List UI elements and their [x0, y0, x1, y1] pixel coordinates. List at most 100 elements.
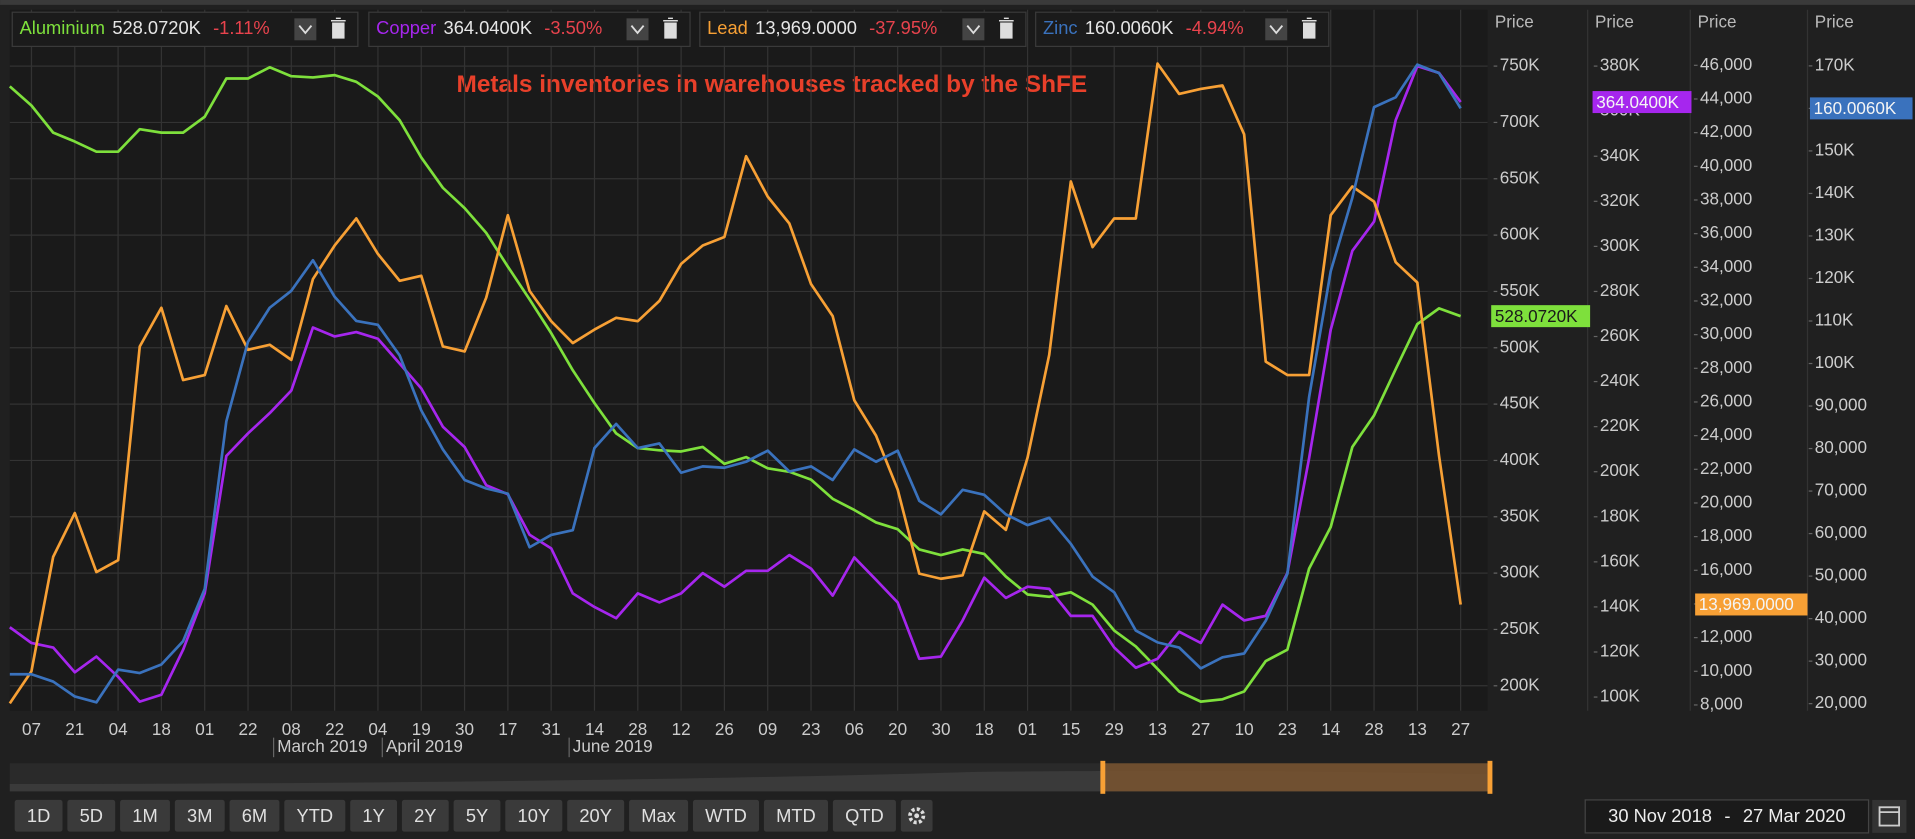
- top-bar: [0, 0, 1915, 5]
- y-tick-label: 200K: [1500, 675, 1540, 694]
- x-tick-label: 14: [1321, 720, 1340, 739]
- y-axis-title: Price: [1815, 13, 1854, 32]
- range-button-bg: [174, 799, 225, 832]
- range-button-label: 1M: [132, 805, 157, 826]
- last-value-label: 528.0720K: [1495, 307, 1578, 326]
- x-tick-label: 04: [368, 720, 387, 739]
- range-button-label: 3M: [187, 805, 212, 826]
- y-tick-label: 110K: [1815, 311, 1854, 330]
- y-tick-label: 22,000: [1700, 459, 1752, 478]
- range-button-label: 5Y: [466, 805, 488, 826]
- y-tick-label: 170K: [1815, 55, 1855, 74]
- range-button[interactable]: MTD: [763, 799, 828, 832]
- x-tick-label: 23: [802, 720, 821, 739]
- range-button[interactable]: 1D: [14, 799, 63, 832]
- y-tick-label: 550K: [1500, 281, 1540, 300]
- y-tick-label: 50,000: [1815, 566, 1867, 585]
- legend-change: -1.11%: [213, 17, 270, 38]
- navigator-selection[interactable]: [1102, 763, 1490, 792]
- range-button[interactable]: Max: [629, 799, 689, 832]
- x-tick-label: 28: [628, 720, 647, 739]
- x-tick-label: 04: [109, 720, 128, 739]
- y-tick-label: 24,000: [1700, 425, 1752, 444]
- y-tick-label: 300K: [1600, 236, 1640, 255]
- x-tick-label: 26: [715, 720, 734, 739]
- range-button-bg: [832, 799, 896, 832]
- x-tick-label: 01: [195, 720, 214, 739]
- legend-change: -37.95%: [869, 17, 937, 38]
- range-button-bg: [505, 799, 563, 832]
- x-tick-label: 17: [498, 720, 517, 739]
- legend-dropdown[interactable]: [294, 18, 317, 41]
- y-tick-label: 30,000: [1700, 324, 1752, 343]
- y-tick-label: 100K: [1600, 687, 1640, 706]
- range-button[interactable]: 1M: [120, 799, 170, 832]
- last-value-badge: [1491, 305, 1591, 328]
- navigator-handle[interactable]: [1487, 760, 1493, 794]
- range-button[interactable]: WTD: [692, 799, 760, 832]
- x-tick-label: 13: [1408, 720, 1427, 739]
- x-tick-label: 08: [282, 720, 301, 739]
- range-button-label: MTD: [776, 805, 816, 826]
- legend-change: -4.94%: [1186, 17, 1244, 38]
- legend-dropdown[interactable]: [626, 18, 649, 41]
- legend-dropdown[interactable]: [1265, 18, 1288, 41]
- navigator-handle[interactable]: [1100, 760, 1106, 794]
- range-button-bg: [284, 799, 346, 832]
- range-button[interactable]: 2Y: [401, 799, 449, 832]
- range-button[interactable]: 10Y: [505, 799, 563, 832]
- y-tick-label: 220K: [1600, 416, 1640, 435]
- series-line: [9, 64, 1462, 703]
- y-tick-label: 32,000: [1700, 290, 1752, 309]
- y-tick-label: 60,000: [1815, 523, 1867, 542]
- y-tick-label: 150K: [1815, 140, 1855, 159]
- range-button[interactable]: 5D: [67, 799, 116, 832]
- delete-icon[interactable]: [663, 17, 678, 39]
- y-tick-label: 200K: [1600, 461, 1640, 480]
- y-tick-label: 240K: [1600, 371, 1640, 390]
- last-value-badge: [1592, 91, 1692, 114]
- date-range-box[interactable]: [1584, 799, 1870, 834]
- delete-icon[interactable]: [330, 17, 346, 39]
- last-value-badge: [1809, 97, 1913, 120]
- legend-value: 528.0720K: [112, 17, 201, 38]
- range-button[interactable]: 3M: [174, 799, 225, 832]
- series-line: [8, 62, 1462, 705]
- range-button[interactable]: 6M: [229, 799, 280, 832]
- range-button-label: 1D: [27, 805, 50, 826]
- y-tick-label: 120K: [1815, 268, 1855, 287]
- x-tick-label: 22: [325, 720, 344, 739]
- x-tick-label: 19: [412, 720, 431, 739]
- calendar-icon: [1878, 806, 1901, 827]
- series-line: [8, 65, 1462, 703]
- legend-dropdown[interactable]: [962, 18, 985, 41]
- date-to: 27 Mar 2020: [1743, 805, 1846, 826]
- range-button-label: QTD: [845, 805, 884, 826]
- delete-icon[interactable]: [1301, 17, 1317, 39]
- range-button[interactable]: QTD: [832, 799, 896, 832]
- y-tick-label: 30,000: [1815, 651, 1867, 670]
- x-tick-label: 22: [239, 720, 258, 739]
- range-button-label: 20Y: [579, 805, 612, 826]
- x-tick-label: 21: [65, 720, 84, 739]
- x-tick-label: 18: [152, 720, 171, 739]
- calendar-button[interactable]: [1872, 799, 1907, 833]
- delete-icon[interactable]: [999, 17, 1014, 39]
- range-button[interactable]: 5Y: [453, 799, 501, 832]
- y-axis-title: Price: [1495, 13, 1534, 32]
- range-button-bg: [763, 799, 828, 832]
- range-button[interactable]: 1Y: [350, 799, 398, 832]
- x-tick-label: 18: [975, 720, 994, 739]
- y-tick-label: 140K: [1815, 183, 1855, 202]
- y-tick-label: 70,000: [1815, 481, 1867, 500]
- range-button[interactable]: YTD: [284, 799, 346, 832]
- y-tick-label: 20,000: [1700, 492, 1752, 511]
- y-tick-label: 160K: [1600, 551, 1640, 570]
- range-button[interactable]: 20Y: [567, 799, 625, 832]
- y-tick-label: 340K: [1600, 146, 1640, 165]
- last-value-label: 160.0060K: [1814, 99, 1897, 118]
- period-label: March 2019: [277, 737, 367, 756]
- x-tick-label: 28: [1365, 720, 1384, 739]
